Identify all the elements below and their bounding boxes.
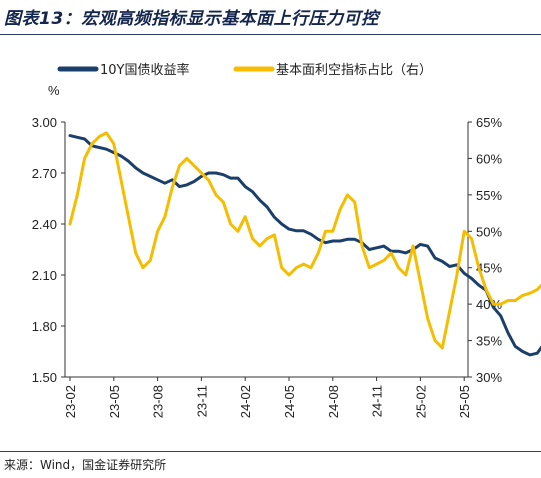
x-tick-label: 23-11 [194, 385, 209, 417]
x-tick-label: 24-08 [326, 385, 341, 418]
title-rule [0, 34, 541, 35]
right-tick-label: 60% [476, 151, 502, 166]
right-tick-label: 65% [476, 115, 502, 130]
x-tick-label: 25-02 [413, 385, 428, 418]
x-tick-label: 24-05 [282, 385, 297, 418]
legend-label-fundamentals: 基本面利空指标占比（右） [276, 63, 432, 78]
x-tick-label: 24-11 [370, 385, 385, 417]
line-chart: 10Y国债收益率 基本面利空指标占比（右） % 3.00 2.70 2.40 2.10… [32, 62, 541, 418]
series-line-fundamentals [68, 131, 541, 350]
x-tick-label: 23-02 [63, 385, 78, 418]
chart-title: 图表13：宏观高频指标显示基本面上行压力可控 [4, 9, 379, 29]
right-tick-label: 30% [476, 370, 502, 385]
right-tick-label: 55% [476, 188, 502, 203]
legend-label-yield: 10Y国债收益率 [100, 62, 189, 78]
source-note: 来源：Wind，国金证券研究所 [4, 458, 167, 472]
legend: 10Y国债收益率 基本面利空指标占比（右） [57, 62, 432, 78]
right-tick-label: 35% [476, 334, 502, 349]
source-rule [0, 451, 541, 452]
left-tick-label: 2.10 [32, 268, 57, 283]
left-tick-label: 2.40 [32, 217, 57, 232]
left-tick-label: 1.50 [32, 370, 57, 385]
x-tick-label: 25-05 [457, 385, 472, 418]
series-line-yield [68, 134, 541, 357]
series-lines [68, 131, 541, 357]
right-tick-label: 45% [476, 261, 502, 276]
left-tick-label: 1.80 [32, 319, 57, 334]
axes: 3.002.702.402.101.801.5065%60%55%50%45%4… [32, 115, 503, 418]
left-tick-label: 3.00 [32, 115, 57, 130]
right-tick-label: 50% [476, 224, 502, 239]
x-tick-label: 23-08 [151, 385, 166, 418]
left-tick-label: 2.70 [32, 166, 57, 181]
x-tick-label: 24-02 [238, 385, 253, 418]
x-tick-label: 23-05 [107, 385, 122, 418]
left-axis-unit: % [48, 83, 60, 98]
